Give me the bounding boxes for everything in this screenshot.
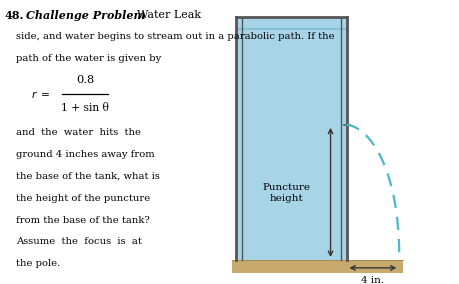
Text: Assume  the  focus  is  at: Assume the focus is at: [16, 237, 142, 247]
Text: 4 in.: 4 in.: [361, 276, 385, 284]
Text: ground 4 inches away from: ground 4 inches away from: [16, 150, 155, 159]
Text: the height of the puncture: the height of the puncture: [16, 194, 150, 203]
Text: Puncture: Puncture: [263, 183, 310, 192]
Text: and  the  water  hits  the: and the water hits the: [16, 128, 141, 137]
Text: the pole.: the pole.: [16, 259, 60, 268]
Text: path of the water is given by: path of the water is given by: [16, 54, 161, 63]
Text: side, and water begins to stream out in a parabolic path. If the: side, and water begins to stream out in …: [16, 32, 335, 41]
Text: from the base of the tank?: from the base of the tank?: [16, 216, 150, 225]
Text: 0.8: 0.8: [76, 76, 94, 85]
Text: Challenge Problem: Challenge Problem: [27, 10, 146, 21]
Text: the base of the tank, what is: the base of the tank, what is: [16, 172, 160, 181]
Text: height: height: [269, 194, 303, 203]
Text: $r\ =$: $r\ =$: [31, 89, 50, 99]
Text: 1 + sin θ: 1 + sin θ: [61, 103, 109, 112]
Text: Water Leak: Water Leak: [137, 10, 201, 20]
Text: 48.: 48.: [5, 10, 24, 21]
Bar: [236, 17, 347, 260]
Bar: [232, 260, 403, 273]
